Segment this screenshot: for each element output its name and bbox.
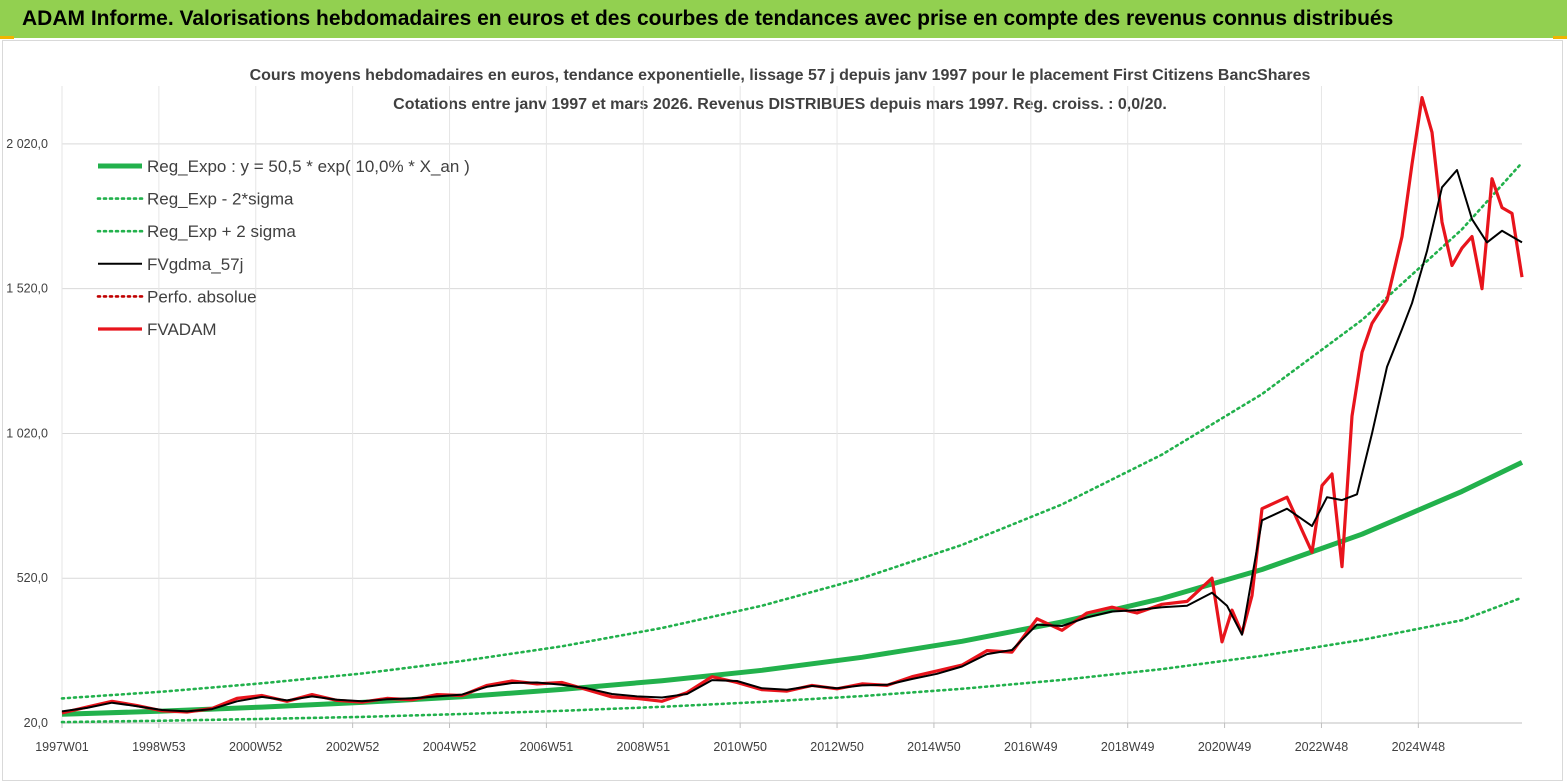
y-tick-label: 2 020,0 [6, 137, 48, 151]
x-tick-label: 1998W53 [132, 740, 186, 754]
banner-accent-left [0, 36, 14, 39]
chart-frame [2, 40, 1563, 781]
chart-title: Cours moyens hebdomadaires en euros, ten… [250, 67, 1311, 84]
x-tick-label: 2010W50 [713, 740, 767, 754]
series-line-0 [61, 460, 1524, 717]
x-tick-label: 2024W48 [1392, 740, 1446, 754]
legend-label: Reg_Expo : y = 50,5 * exp( 10,0% * X_an … [147, 157, 470, 176]
legend-label: Reg_Exp - 2*sigma [147, 190, 294, 209]
x-tick-label: 2018W49 [1101, 740, 1155, 754]
legend: Reg_Expo : y = 50,5 * exp( 10,0% * X_an … [96, 157, 470, 339]
x-tick-label: 2012W50 [810, 740, 864, 754]
series-line-2 [60, 161, 1524, 700]
page-title: ADAM Informe. Valorisations hebdomadaire… [0, 0, 1567, 38]
chart-subtitle: Cotations entre janv 1997 et mars 2026. … [393, 96, 1167, 113]
x-tick-label: 2020W49 [1198, 740, 1252, 754]
legend-label: FVgdma_57j [147, 255, 243, 274]
legend-label: Perfo. absolue [147, 287, 257, 306]
x-tick-label: 2014W50 [907, 740, 961, 754]
legend-label: Reg_Exp + 2 sigma [147, 222, 296, 241]
legend-label: FVADAM [147, 320, 217, 339]
y-tick-label: 520,0 [17, 571, 48, 585]
plot-area [60, 96, 1524, 724]
series-line-1 [60, 596, 1524, 724]
y-tick-label: 1 520,0 [6, 282, 48, 296]
grid [61, 86, 1522, 724]
x-tick-label: 2008W51 [617, 740, 671, 754]
y-tick-label: 1 020,0 [6, 426, 48, 440]
y-tick-label: 20,0 [24, 716, 48, 730]
series-line-3 [61, 169, 1523, 713]
banner-accent-right [1553, 36, 1567, 39]
x-tick-label: 2006W51 [520, 740, 574, 754]
x-tick-label: 2022W48 [1295, 740, 1349, 754]
x-tick-label: 1997W01 [35, 740, 89, 754]
axes: 20,0 520,0 1 020,0 1 520,0 2 020,0 1997W01 199… [6, 137, 1522, 754]
x-tick-label: 2000W52 [229, 740, 283, 754]
x-tick-label: 2016W49 [1004, 740, 1058, 754]
x-tick-label: 2002W52 [326, 740, 380, 754]
x-tick-label: 2004W52 [423, 740, 477, 754]
